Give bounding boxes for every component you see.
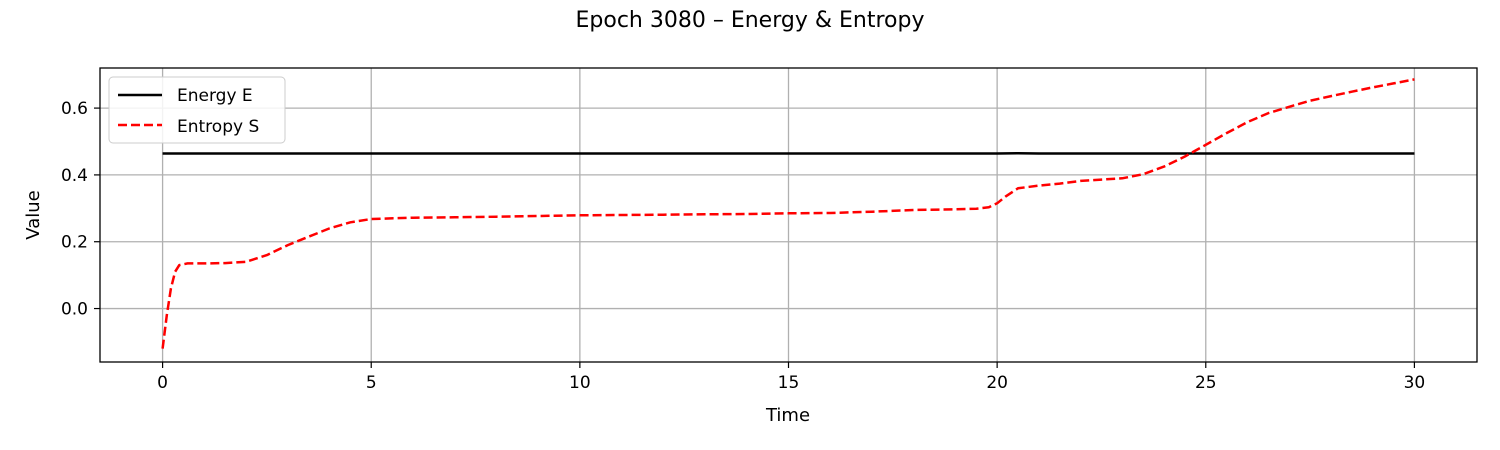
y-axis-label: Value xyxy=(23,190,44,239)
x-axis-label: Time xyxy=(765,405,810,426)
grid xyxy=(100,68,1477,362)
x-tick-label: 30 xyxy=(1404,373,1426,393)
x-tick-label: 10 xyxy=(569,373,591,393)
legend-box xyxy=(108,76,286,144)
x-tick-label: 20 xyxy=(986,373,1008,393)
x-tick-label: 5 xyxy=(366,373,377,393)
x-tick-label: 25 xyxy=(1195,373,1217,393)
series-layer xyxy=(161,78,1415,349)
x-tick-label: 0 xyxy=(157,373,168,393)
x-tick-label: 15 xyxy=(778,373,800,393)
y-tick-label: 0.6 xyxy=(61,99,88,119)
y-tick-label: 0.2 xyxy=(61,233,88,253)
x-axis: 0 5 10 15 20 25 30 xyxy=(157,362,1425,393)
y-axis: 0.0 0.2 0.4 0.6 xyxy=(61,99,100,320)
legend-label-energy: Energy E xyxy=(177,86,253,106)
series-line-entropy-s xyxy=(161,78,1415,349)
legend: Energy E Entropy S xyxy=(108,76,286,144)
chart-title: Epoch 3080 – Energy & Entropy xyxy=(576,8,925,33)
y-tick-label: 0.0 xyxy=(61,300,88,320)
legend-label-entropy: Entropy S xyxy=(177,117,259,137)
y-tick-label: 0.4 xyxy=(61,166,88,186)
